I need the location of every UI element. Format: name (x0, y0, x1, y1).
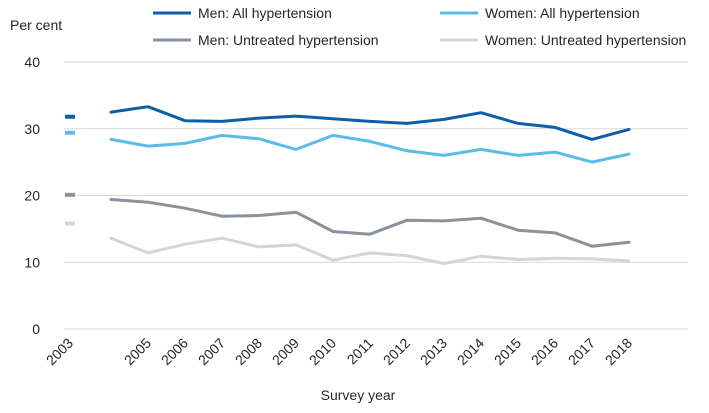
x-tick-label: 2010 (306, 335, 339, 368)
x-tick-label: 2005 (121, 335, 154, 368)
x-tick-label: 2006 (158, 335, 191, 368)
series-4 (65, 221, 631, 266)
y-axis-label: Per cent (10, 17, 62, 33)
legend-item: Women: Untreated hypertension (440, 32, 686, 48)
legend-item: Men: Untreated hypertension (153, 32, 379, 48)
x-tick-label: 2009 (269, 335, 302, 368)
y-tick-label: 0 (32, 321, 40, 337)
x-axis-label: Survey year (321, 387, 396, 403)
legend-label: Women: Untreated hypertension (485, 32, 686, 48)
x-tick-label: 2014 (454, 335, 487, 368)
legend-label: Women: All hypertension (485, 5, 640, 21)
series-line (109, 105, 631, 141)
y-tick-label: 30 (24, 121, 40, 137)
x-tick-label: 2007 (195, 335, 228, 368)
legend-label: Men: All hypertension (198, 5, 332, 21)
x-tick-label: 2015 (491, 335, 524, 368)
x-tick-label: 2013 (417, 335, 450, 368)
series-3 (65, 192, 631, 248)
x-tick-label: 2012 (380, 335, 413, 368)
series-group (65, 105, 631, 266)
x-tick-label: 2017 (565, 335, 598, 368)
x-tick-label: 2016 (528, 335, 561, 368)
x-tick-label: 2003 (43, 335, 76, 368)
series-line (109, 236, 631, 266)
y-tick-label: 40 (24, 54, 40, 70)
x-tick-label: 2011 (344, 335, 377, 368)
legend-label: Men: Untreated hypertension (198, 32, 379, 48)
y-tick-labels: 0 10 20 30 40 (24, 54, 40, 337)
legend-item: Women: All hypertension (440, 5, 640, 21)
x-tick-label: 2018 (602, 335, 635, 368)
series-line (109, 198, 631, 248)
series-1 (65, 105, 631, 141)
series-2 (65, 130, 631, 164)
legend-item: Men: All hypertension (153, 5, 332, 21)
x-tick-labels: 2003 2005 2006 2007 2008 2009 2010 2011 2012 2013… (43, 335, 635, 368)
gridlines (64, 61, 688, 330)
x-tick-label: 2008 (232, 335, 265, 368)
series-line (109, 133, 631, 164)
y-tick-label: 10 (24, 254, 40, 270)
y-tick-label: 20 (24, 188, 40, 204)
legend: Men: All hypertension Women: All hyperten… (153, 5, 686, 48)
